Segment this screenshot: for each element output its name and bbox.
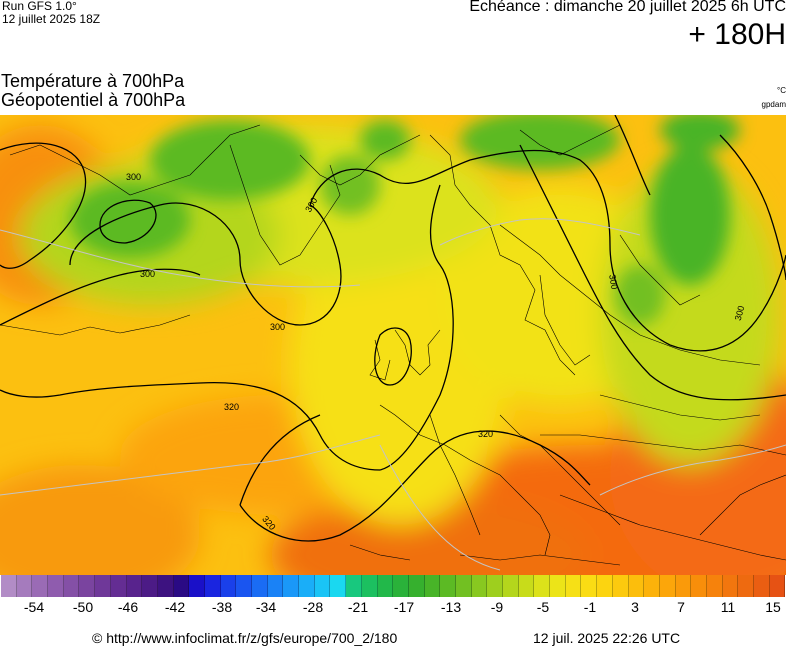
scale-swatch xyxy=(126,575,143,597)
scale-swatch xyxy=(220,575,237,597)
scale-tick-label: -54 xyxy=(23,599,45,615)
scale-swatch xyxy=(267,575,284,597)
title-geopotential: Géopotentiel à 700hPa xyxy=(1,90,186,110)
scale-tick-label: 3 xyxy=(631,599,639,615)
scale-swatch xyxy=(157,575,174,597)
scale-swatch xyxy=(252,575,268,597)
contour-label: 300 xyxy=(126,172,141,182)
scale-tick-label: -9 xyxy=(490,599,504,615)
temperature-color-scale xyxy=(1,575,786,597)
source-url: © http://www.infoclimat.fr/z/gfs/europe/… xyxy=(92,630,398,646)
scale-swatch xyxy=(597,575,613,597)
scale-swatch xyxy=(189,575,205,597)
generation-date: 12 juil. 2025 22:26 UTC xyxy=(533,630,681,646)
scale-tick-label: 7 xyxy=(677,599,685,615)
unit-temperature: °C xyxy=(777,86,786,95)
scale-swatch xyxy=(518,575,535,597)
scale-swatch xyxy=(769,575,786,597)
run-label: Run GFS 1.0° xyxy=(2,0,77,13)
scale-tick-label: -1 xyxy=(583,599,597,615)
coastlines xyxy=(0,124,786,566)
scale-swatch xyxy=(691,575,707,597)
scale-swatch xyxy=(471,575,488,597)
scale-swatch xyxy=(612,575,629,597)
scale-swatch xyxy=(16,575,33,597)
run-info: Run GFS 1.0° 12 juillet 2025 18Z xyxy=(2,0,100,26)
weather-map: 300 300 300 300 300 300 320 320 320 xyxy=(0,115,786,575)
scale-tick-label: -5 xyxy=(536,599,550,615)
scale-swatch xyxy=(283,575,300,597)
scale-swatch xyxy=(659,575,676,597)
scale-swatch xyxy=(95,575,111,597)
scale-tick-label: -21 xyxy=(347,599,369,615)
scale-swatch xyxy=(377,575,394,597)
scale-swatch xyxy=(236,575,252,597)
contour-label: 300 xyxy=(140,269,155,279)
scale-swatch xyxy=(565,575,582,597)
scale-tick-labels: -54 -50 -46 -42 -38 -34 -28 -21 -17 -13 -9 -5 -1 3 7 11… xyxy=(0,599,786,617)
scale-swatch xyxy=(408,575,425,597)
scale-swatch xyxy=(79,575,96,597)
scale-swatch xyxy=(644,575,660,597)
scale-swatch xyxy=(393,575,409,597)
scale-swatch xyxy=(675,575,692,597)
unit-geopotential: gpdam xyxy=(761,100,786,109)
map-titles: Température à 700hPa Géopotentiel à 700h… xyxy=(1,72,185,110)
scale-tick-label: 11 xyxy=(720,599,736,615)
scale-tick-label: -42 xyxy=(164,599,186,615)
scale-swatch xyxy=(738,575,754,597)
scale-swatch xyxy=(754,575,770,597)
scale-tick-label: -34 xyxy=(255,599,277,615)
scale-swatch xyxy=(440,575,456,597)
scale-swatch xyxy=(1,575,17,597)
scale-swatch xyxy=(314,575,331,597)
scale-swatch xyxy=(455,575,472,597)
scale-swatch xyxy=(722,575,739,597)
scale-swatch xyxy=(581,575,598,597)
scale-swatch xyxy=(32,575,49,597)
thickness-contours xyxy=(0,218,786,571)
scale-swatch xyxy=(204,575,221,597)
run-date: 12 juillet 2025 18Z xyxy=(2,12,101,26)
contour-label: 300 xyxy=(270,322,285,332)
scale-swatch xyxy=(63,575,80,597)
contour-label: 300 xyxy=(607,274,619,291)
title-temperature: Température à 700hPa xyxy=(1,71,185,91)
scale-tick-label: -28 xyxy=(302,599,324,615)
scale-tick-label: -13 xyxy=(440,599,462,615)
scale-swatch xyxy=(706,575,723,597)
lead-time: + 180H xyxy=(688,18,786,51)
scale-swatch xyxy=(173,575,190,597)
geopotential-contours xyxy=(0,115,786,542)
scale-swatch xyxy=(534,575,551,597)
scale-swatch xyxy=(299,575,315,597)
scale-swatch xyxy=(48,575,64,597)
scale-tick-label: -46 xyxy=(117,599,139,615)
scale-swatch xyxy=(330,575,347,597)
forecast-valid-time: Echéance : dimanche 20 juillet 2025 6h U… xyxy=(469,0,786,15)
scale-swatch xyxy=(142,575,158,597)
temperature-field xyxy=(0,115,786,575)
contour-label: 300 xyxy=(733,305,747,322)
scale-swatch xyxy=(424,575,441,597)
scale-swatch xyxy=(346,575,362,597)
scale-swatch xyxy=(503,575,519,597)
scale-swatch xyxy=(361,575,378,597)
scale-tick-label: -17 xyxy=(393,599,415,615)
scale-swatch xyxy=(550,575,566,597)
scale-swatch xyxy=(487,575,503,597)
scale-tick-label: -50 xyxy=(72,599,94,615)
scale-tick-label: 15 xyxy=(765,599,781,615)
contour-label: 320 xyxy=(478,429,493,439)
scale-tick-label: -38 xyxy=(211,599,233,615)
scale-swatch xyxy=(628,575,645,597)
contour-label: 320 xyxy=(224,402,239,412)
scale-swatch xyxy=(110,575,127,597)
